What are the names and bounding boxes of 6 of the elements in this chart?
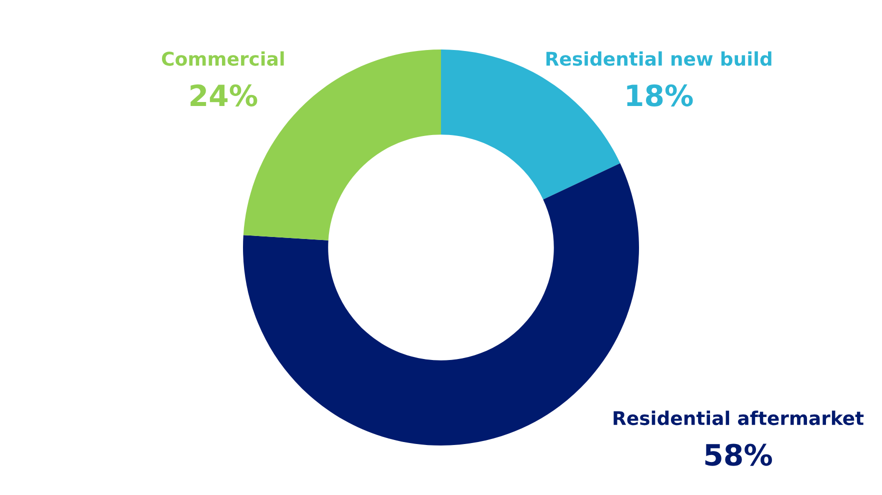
data-label: 18% xyxy=(627,84,693,106)
slice-label: Residential aftermarket xyxy=(614,410,864,426)
slice-label: Residential new build xyxy=(546,51,772,66)
slice-label: Commercial xyxy=(162,51,284,66)
data-label: 58% xyxy=(705,444,772,466)
data-label: 24% xyxy=(190,84,258,106)
